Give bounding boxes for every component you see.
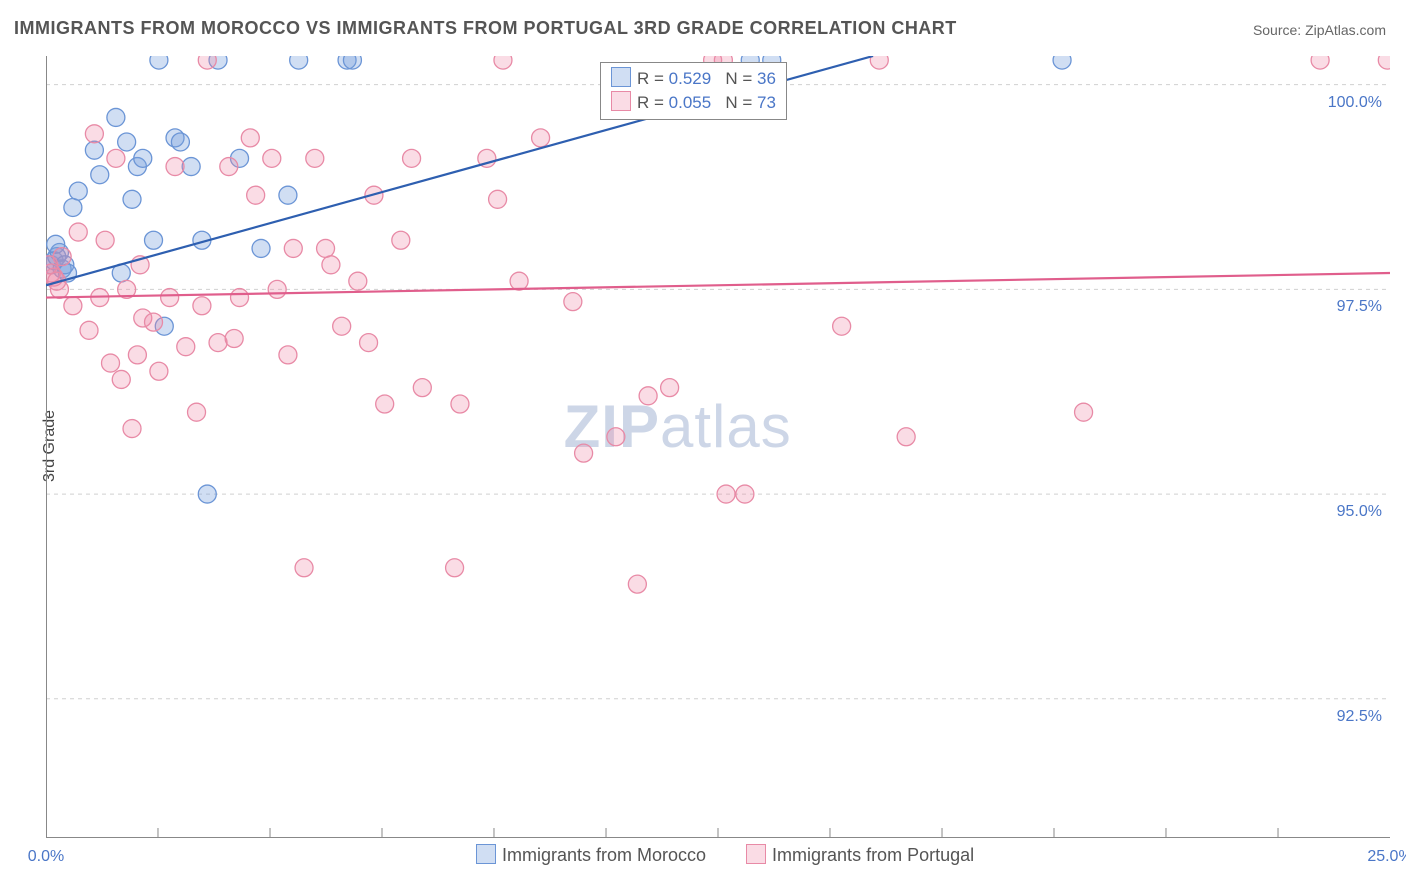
source-attribution: Source: ZipAtlas.com	[1253, 22, 1386, 38]
series-legend-item: Immigrants from Portugal	[746, 844, 974, 866]
series-legend-item: Immigrants from Morocco	[476, 844, 706, 866]
scatter-plot-svg: ZIPatlas	[46, 56, 1390, 838]
series-legend: Immigrants from Morocco Immigrants from P…	[476, 844, 1014, 866]
y-tick-label: 100.0%	[1328, 94, 1382, 112]
source-name: ZipAtlas.com	[1305, 22, 1386, 38]
y-tick-label: 97.5%	[1337, 298, 1382, 316]
legend-row: R = 0.055 N = 73	[611, 91, 776, 115]
chart-title: IMMIGRANTS FROM MOROCCO VS IMMIGRANTS FR…	[14, 18, 957, 39]
plot-area: ZIPatlas R = 0.529 N = 36R = 0.055 N = 7…	[46, 56, 1390, 838]
y-tick-label: 92.5%	[1337, 708, 1382, 726]
correlation-legend: R = 0.529 N = 36R = 0.055 N = 73	[600, 62, 787, 120]
y-tick-label: 95.0%	[1337, 503, 1382, 521]
source-prefix: Source:	[1253, 22, 1305, 38]
x-tick-label: 0.0%	[28, 848, 64, 866]
legend-row: R = 0.529 N = 36	[611, 67, 776, 91]
svg-text:ZIPatlas: ZIPatlas	[564, 393, 792, 460]
x-tick-label: 25.0%	[1367, 848, 1406, 866]
